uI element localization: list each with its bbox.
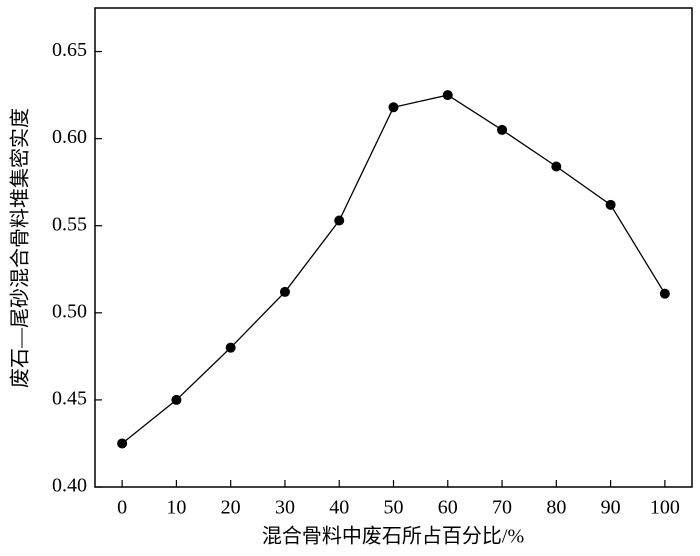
- x-tick-label: 50: [384, 497, 404, 519]
- x-tick-label: 30: [275, 497, 295, 519]
- x-tick-label: 20: [221, 497, 241, 519]
- data-point: [117, 438, 128, 449]
- y-tick-label: 0.40: [52, 475, 87, 497]
- plot-frame: [94, 7, 693, 488]
- x-tick-label: 80: [546, 497, 566, 519]
- x-tick-label: 0: [117, 497, 127, 519]
- x-tick-label: 40: [329, 497, 349, 519]
- data-point: [605, 199, 616, 210]
- y-axis-label: 废石—尾砂混合骨料堆集密实度: [9, 108, 32, 388]
- data-point: [659, 288, 670, 299]
- y-tick-label: 0.55: [52, 213, 87, 235]
- x-tick-label: 90: [601, 497, 621, 519]
- data-point: [225, 342, 236, 353]
- y-tick-label: 0.60: [52, 126, 87, 148]
- data-point: [334, 215, 345, 226]
- x-axis-label: 混合骨料中废石所占百分比/%: [262, 525, 524, 548]
- data-point: [171, 394, 182, 405]
- y-tick-label: 0.65: [52, 39, 87, 61]
- y-tick-label: 0.45: [52, 388, 87, 410]
- x-tick-label: 100: [650, 497, 680, 519]
- data-point: [497, 124, 508, 135]
- x-tick-label: 10: [166, 497, 186, 519]
- x-tick-label: 60: [438, 497, 458, 519]
- data-point: [442, 90, 453, 101]
- series-line: [121, 94, 666, 444]
- x-tick-label: 70: [492, 497, 512, 519]
- data-point: [388, 102, 399, 113]
- y-tick-label: 0.50: [52, 300, 87, 322]
- data-point: [551, 161, 562, 172]
- data-point: [279, 286, 290, 297]
